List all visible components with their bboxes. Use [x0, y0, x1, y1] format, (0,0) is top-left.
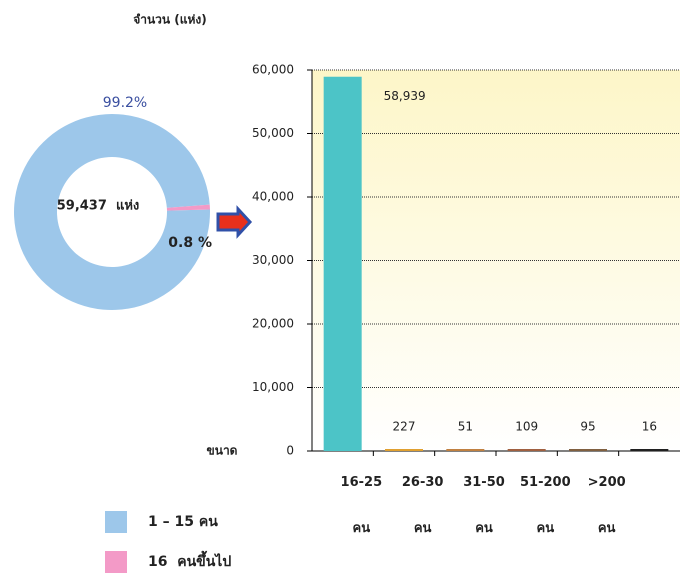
y-tick-label: 40,000 [252, 190, 294, 204]
legend-swatch [105, 511, 127, 533]
x-tick-label-line: คน [414, 521, 432, 536]
center-label: 59,437 แห่ง [57, 199, 140, 214]
donut-slice [166, 204, 210, 211]
x-tick-label: 16-25 คน [341, 475, 383, 536]
y-tick-label: 0 [286, 444, 294, 458]
x-tick-label: 51-200 คน [520, 475, 571, 536]
x-tick-label-line: 26-30 [402, 475, 444, 490]
y-axis-title: จำนวน (แห่ง) [133, 13, 207, 27]
x-tick-label: 31-50 คน [463, 475, 505, 536]
value-label: 95 [580, 420, 595, 434]
x-tick-label-line: คน [598, 521, 616, 536]
y-tick-label: 50,000 [252, 126, 294, 140]
legend-label: 1 – 15 คน [148, 514, 218, 530]
x-tick-label-line: คน [537, 521, 555, 536]
x-tick-label-line: คน [353, 521, 371, 536]
y-tick-label: 10,000 [252, 380, 294, 394]
x-tick-label-line: 16-25 [341, 475, 383, 490]
y-tick-label: 60,000 [252, 63, 294, 77]
x-tick-label-line: >200 [588, 475, 626, 490]
x-tick-label: 26-30 คน [402, 475, 444, 536]
x-tick-label-line: 31-50 [463, 475, 505, 490]
bar [385, 449, 423, 451]
y-tick-label: 30,000 [252, 253, 294, 267]
bar [569, 449, 607, 451]
bar [630, 449, 669, 451]
x-axis-title: ขนาด [207, 444, 238, 458]
slice-label: 0.8 % [168, 235, 212, 251]
value-label: 227 [393, 420, 416, 434]
legend-swatch [105, 551, 127, 573]
x-tick-label-line: คน [475, 521, 493, 536]
y-tick-label: 20,000 [252, 317, 294, 331]
arrow [216, 205, 253, 239]
x-tick-label: >200 คน [588, 475, 626, 536]
legend-label: 16 คนขึ้นไป [148, 550, 231, 570]
value-label: 58,939 [384, 89, 426, 103]
donut-slice [14, 114, 211, 311]
bar [507, 449, 546, 451]
value-label: 16 [642, 420, 657, 434]
slice-label: 99.2% [103, 95, 147, 111]
x-tick-label-line: 51-200 [520, 475, 571, 490]
value-label: 51 [458, 420, 473, 434]
bar [323, 76, 362, 451]
value-label: 109 [515, 420, 538, 434]
bar [446, 449, 485, 451]
